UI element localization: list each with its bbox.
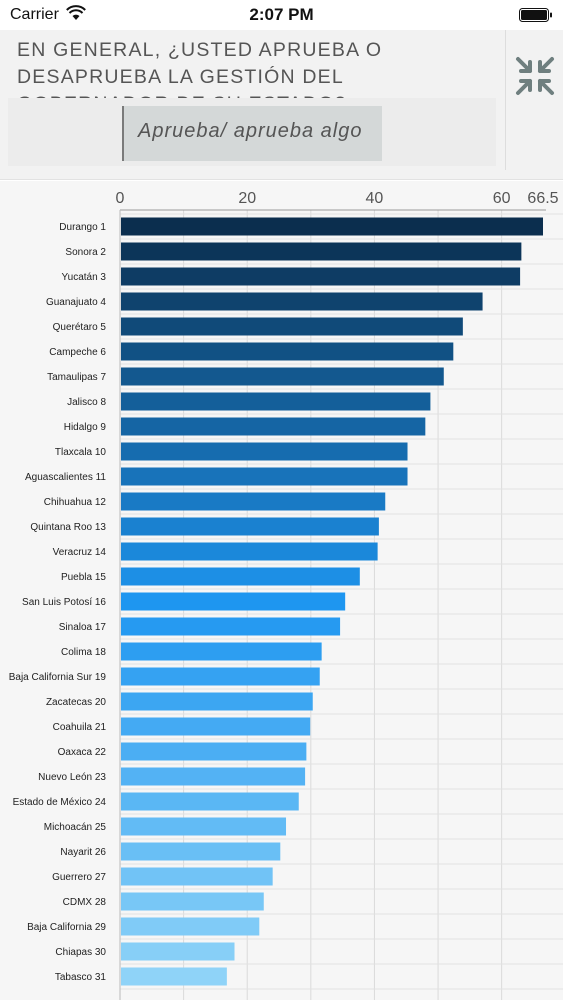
x-tick-label: 0 bbox=[116, 190, 125, 207]
bar-chart: 0 20 40 60 66.5 Durango 1 Sonora 2 Yucatán 3 Gua… bbox=[9, 190, 563, 1000]
bar bbox=[121, 617, 341, 636]
category-label: Tlaxcala 10 bbox=[55, 447, 107, 458]
bar bbox=[121, 742, 307, 761]
category-label: Tamaulipas 7 bbox=[47, 372, 106, 383]
collapse-arrows-icon[interactable] bbox=[515, 56, 555, 96]
answer-selector-label: Aprueba/ aprueba algo bbox=[138, 120, 363, 142]
bar bbox=[121, 567, 360, 586]
bar bbox=[121, 692, 313, 711]
x-tick-label: 20 bbox=[238, 190, 256, 207]
category-label: Zacatecas 20 bbox=[46, 697, 106, 708]
category-label: Chihuahua 12 bbox=[44, 497, 107, 508]
category-label: San Luis Potosí 16 bbox=[22, 597, 106, 608]
bar bbox=[121, 492, 386, 511]
status-bar: Carrier 2:07 PM bbox=[0, 0, 563, 30]
category-label: Jalisco 8 bbox=[67, 397, 106, 408]
bar bbox=[121, 667, 320, 686]
clock: 2:07 PM bbox=[249, 5, 314, 24]
battery-icon bbox=[519, 8, 552, 22]
category-label: Nayarit 26 bbox=[60, 847, 106, 858]
category-label: Tabasco 31 bbox=[55, 972, 107, 983]
bar bbox=[121, 767, 306, 786]
category-label: Oaxaca 22 bbox=[58, 747, 107, 758]
category-label: Durango 1 bbox=[59, 222, 106, 233]
answer-selector[interactable]: Aprueba/ aprueba algo bbox=[122, 106, 382, 161]
x-tick-label: 66.5 bbox=[527, 190, 558, 207]
category-label: Sonora 2 bbox=[65, 247, 106, 258]
bar bbox=[121, 792, 299, 811]
bar bbox=[121, 942, 235, 961]
bar bbox=[121, 517, 379, 536]
category-label: Baja California Sur 19 bbox=[9, 672, 107, 683]
category-label: Puebla 15 bbox=[61, 572, 106, 583]
bar bbox=[121, 467, 408, 486]
bar bbox=[121, 892, 264, 911]
bar bbox=[121, 392, 431, 411]
category-label: Yucatán 3 bbox=[62, 272, 107, 283]
category-label: Aguascalientes 11 bbox=[25, 472, 106, 483]
x-tick-label: 60 bbox=[493, 190, 511, 207]
bar bbox=[121, 542, 378, 561]
chart-area: 0 20 40 60 66.5 Durango 1 Sonora 2 Yucatán 3 Gua… bbox=[0, 181, 563, 1000]
category-label: Colima 18 bbox=[61, 647, 106, 658]
category-label: Guerrero 27 bbox=[52, 872, 106, 883]
bar bbox=[121, 317, 463, 336]
category-label: Hidalgo 9 bbox=[64, 422, 107, 433]
bar bbox=[121, 842, 281, 861]
bar bbox=[121, 592, 346, 611]
category-label: Coahuila 21 bbox=[53, 722, 107, 733]
bar bbox=[121, 242, 522, 261]
header-divider bbox=[505, 30, 506, 170]
carrier-label: Carrier bbox=[10, 6, 59, 23]
bar bbox=[121, 867, 273, 886]
bar bbox=[121, 917, 260, 936]
bar bbox=[121, 267, 521, 286]
bar bbox=[121, 417, 426, 436]
wifi-icon bbox=[66, 5, 86, 20]
category-label: Querétaro 5 bbox=[53, 322, 107, 333]
bar bbox=[121, 717, 311, 736]
category-label: Veracruz 14 bbox=[53, 547, 107, 558]
bar bbox=[121, 642, 322, 661]
question-header: En general, ¿usted aprueba o desaprueba … bbox=[0, 30, 563, 180]
category-label: Nuevo León 23 bbox=[38, 772, 106, 783]
bar bbox=[121, 967, 227, 986]
category-label: Sinaloa 17 bbox=[59, 622, 107, 633]
category-label: Michoacán 25 bbox=[44, 822, 107, 833]
category-label: Campeche 6 bbox=[49, 347, 106, 358]
bar bbox=[121, 442, 408, 461]
category-label: Quintana Roo 13 bbox=[30, 522, 106, 533]
category-label: Baja California 29 bbox=[27, 922, 106, 933]
category-label: Estado de México 24 bbox=[13, 797, 107, 808]
category-label: CDMX 28 bbox=[63, 897, 107, 908]
bar bbox=[121, 292, 483, 311]
category-label: Guanajuato 4 bbox=[46, 297, 106, 308]
bar bbox=[121, 817, 287, 836]
category-label: Chiapas 30 bbox=[55, 947, 106, 958]
x-tick-label: 40 bbox=[366, 190, 384, 207]
bar bbox=[121, 217, 543, 236]
bar bbox=[121, 342, 454, 361]
bar bbox=[121, 367, 444, 386]
